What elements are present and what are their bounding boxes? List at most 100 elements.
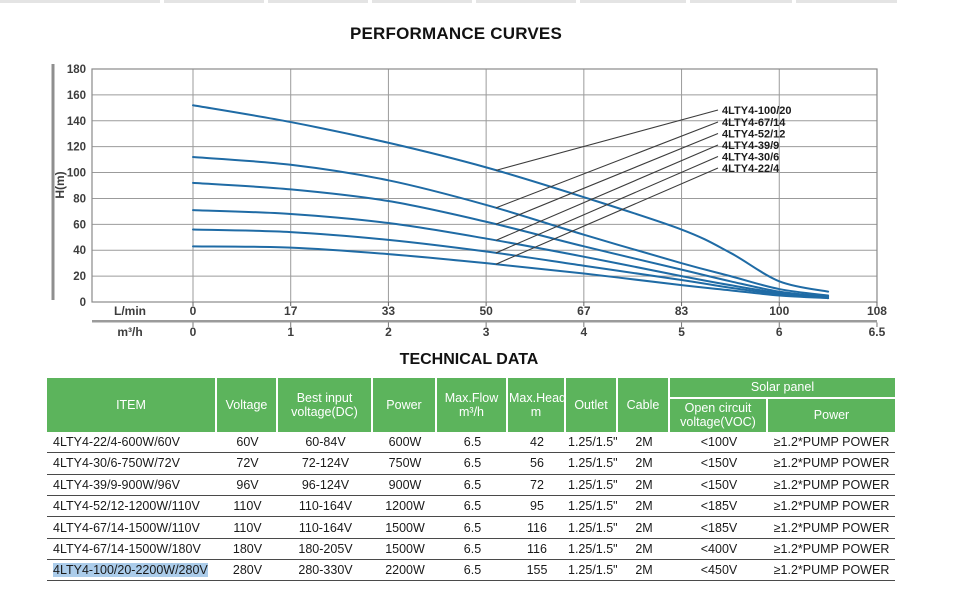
cell-r6-c8: <450V xyxy=(670,560,768,582)
y-tick-label: 120 xyxy=(67,142,86,154)
cell-r6-c5: 155 xyxy=(508,560,566,582)
cell-r4-c0: 4LTY4-67/14-1500W/110V xyxy=(47,517,217,539)
col-header-item: ITEM xyxy=(47,378,217,432)
cell-r2-c3: 900W xyxy=(373,474,437,496)
y-axis-bar xyxy=(51,64,55,300)
x-tick-label: 83 xyxy=(675,304,689,318)
cell-r6-c2: 280-330V xyxy=(278,560,373,582)
curve-4LTY4-67/14 xyxy=(192,156,830,297)
y-tick-label: 0 xyxy=(80,297,86,309)
cell-r5-c1: 180V xyxy=(217,538,278,561)
cell-r2-c6: 1.25/1.5" xyxy=(566,474,618,496)
table-title: TECHNICAL DATA xyxy=(399,351,539,368)
cell-r3-c7: 2M xyxy=(618,495,670,518)
col-header-solar-power: Power xyxy=(768,399,895,432)
curve-4LTY4-30/6 xyxy=(192,228,830,300)
x-tick-label: 6.5 xyxy=(869,325,886,339)
top-crop-segment xyxy=(164,0,264,3)
cell-r5-c9: ≥1.2*PUMP POWER xyxy=(768,538,895,561)
table-row: 4LTY4-30/6-750W/72V 72V 72-124V 750W 6.5 56 1.… xyxy=(47,453,895,475)
cell-r1-c5: 56 xyxy=(508,453,566,475)
y-tick-label: 100 xyxy=(67,168,86,180)
x-tick-label: 2 xyxy=(385,325,392,339)
cell-r2-c9: ≥1.2*PUMP POWER xyxy=(768,474,895,496)
cell-r1-c8: <150V xyxy=(670,453,768,475)
x-tick-label: 1 xyxy=(287,325,294,339)
col-header-cable: Cable xyxy=(618,378,670,432)
x-tick-label: 0 xyxy=(190,304,197,318)
x-tick-label: 0 xyxy=(190,325,197,339)
cell-r5-c3: 1500W xyxy=(373,538,437,561)
table-row: 4LTY4-67/14-1500W/110V 110V 110-164V 1500W 6… xyxy=(47,517,895,539)
cell-r2-c4: 6.5 xyxy=(437,474,508,496)
top-crop-segment xyxy=(690,0,792,3)
cell-r0-c3: 600W xyxy=(373,431,437,454)
x-tick-label: 67 xyxy=(577,304,591,318)
top-crop-segment xyxy=(796,0,897,3)
cell-r3-c4: 6.5 xyxy=(437,495,508,518)
cell-r6-c3: 2200W xyxy=(373,560,437,582)
technical-data-table: ITEM Voltage Best input voltage(DC) Power Ma… xyxy=(47,378,895,582)
cell-r3-c9: ≥1.2*PUMP POWER xyxy=(768,495,895,518)
x-tick-label: 3 xyxy=(483,325,490,339)
cell-r0-c4: 6.5 xyxy=(437,431,508,454)
cell-r0-c0: 4LTY4-22/4-600W/60V xyxy=(47,431,217,454)
cell-r2-c8: <150V xyxy=(670,474,768,496)
cell-r3-c3: 1200W xyxy=(373,495,437,518)
cell-r0-c9: ≥1.2*PUMP POWER xyxy=(768,431,895,454)
table-row: 4LTY4-22/4-600W/60V 60V 60-84V 600W 6.5 42 1.2… xyxy=(47,431,895,454)
cell-r2-c0: 4LTY4-39/9-900W/96V xyxy=(47,474,217,496)
cell-r0-c2: 60-84V xyxy=(278,431,373,454)
cell-r3-c1: 110V xyxy=(217,495,278,518)
y-tick-label: 160 xyxy=(67,90,86,102)
cell-r4-c3: 1500W xyxy=(373,517,437,539)
cell-r3-c2: 110-164V xyxy=(278,495,373,518)
col-header-max-head: Max.Head m xyxy=(508,378,566,432)
x-tick-label: 33 xyxy=(382,304,396,318)
top-crop-segment xyxy=(476,0,576,3)
cell-r0-c1: 60V xyxy=(217,431,278,454)
cell-r6-c7: 2M xyxy=(618,560,670,582)
x-axis-unit-m3h: m³/h xyxy=(117,325,142,339)
curve-label-4LTY4-22/4: 4LTY4-22/4 xyxy=(722,163,780,175)
plot-border xyxy=(91,68,878,303)
table-row: 4LTY4-100/20-2200W/280V 280V 280-330V 2200W… xyxy=(47,560,895,582)
cell-r0-c5: 42 xyxy=(508,431,566,454)
cell-r0-c7: 2M xyxy=(618,431,670,454)
y-tick-label: 20 xyxy=(73,271,86,283)
curve-4LTY4-39/9 xyxy=(192,209,830,298)
top-crop-segment xyxy=(372,0,472,3)
col-header-open-circuit: Open circuit voltage(VOC) xyxy=(670,399,768,432)
cell-r5-c0: 4LTY4-67/14-1500W/180V xyxy=(47,538,217,561)
curve-label-4LTY4-67/14: 4LTY4-67/14 xyxy=(722,117,786,129)
table-row: 4LTY4-67/14-1500W/180V 180V 180-205V 1500W 6… xyxy=(47,538,895,561)
col-header-voltage: Voltage xyxy=(217,378,278,432)
y-tick-label: 80 xyxy=(73,193,86,205)
cell-r4-c5: 116 xyxy=(508,517,566,539)
col-header-outlet: Outlet xyxy=(566,378,618,432)
cell-r1-c6: 1.25/1.5" xyxy=(566,453,618,475)
curve-label-4LTY4-100/20: 4LTY4-100/20 xyxy=(722,105,792,117)
curve-4LTY4-22/4 xyxy=(192,245,830,300)
performance-curves-chart: 020406080100120140160180H(m)4LTY4-100/20… xyxy=(51,64,887,339)
top-crop-segment xyxy=(268,0,368,3)
x-tick-label: 100 xyxy=(769,304,789,318)
leader-line-4LTY4-39/9 xyxy=(495,144,719,241)
curve-4LTY4-100/20 xyxy=(192,104,830,293)
cell-r4-c6: 1.25/1.5" xyxy=(566,517,618,539)
x-tick-label: 4 xyxy=(580,325,587,339)
x-axis-unit-lmin: L/min xyxy=(114,304,146,318)
y-tick-label: 60 xyxy=(73,219,86,231)
y-tick-label: 140 xyxy=(67,116,86,128)
cell-r0-c6: 1.25/1.5" xyxy=(566,431,618,454)
curve-label-4LTY4-30/6: 4LTY4-30/6 xyxy=(722,152,779,164)
cell-r3-c6: 1.25/1.5" xyxy=(566,495,618,518)
cell-r1-c7: 2M xyxy=(618,453,670,475)
cell-r5-c6: 1.25/1.5" xyxy=(566,538,618,561)
cell-r4-c1: 110V xyxy=(217,517,278,539)
cell-r2-c2: 96-124V xyxy=(278,474,373,496)
top-crop-segment xyxy=(0,0,160,3)
cell-r4-c4: 6.5 xyxy=(437,517,508,539)
curve-4LTY4-52/12 xyxy=(192,181,830,298)
